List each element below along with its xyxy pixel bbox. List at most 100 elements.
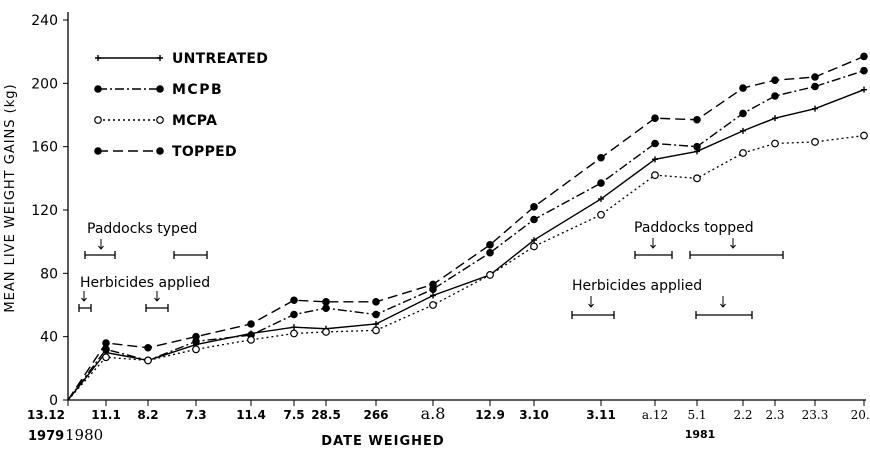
data-point-mcpb [486,248,494,257]
legend-marker [95,55,101,61]
series-layer [67,52,868,401]
x-axis-ticks: 13.12 11.1 8.2 7.3 11.4 7.5 28.5 266 a.8 12.9 3.10… [27,400,870,423]
legend-marker [157,55,163,61]
legend-entry-topped: TOPPED [94,144,237,160]
x-tick-label: 8.2 [137,408,158,422]
x-tick-label: 12.9 [475,408,505,422]
data-point-topped [144,343,152,352]
data-point-mcpa [322,328,330,336]
data-point-mcpa [693,174,701,183]
x-tick-label: 23.3 [802,408,829,422]
data-point-topped [597,153,605,162]
data-point-mcpb [290,310,298,319]
annotation-herbicides-applied-1: Herbicides applied [80,275,210,291]
annotation-paddocks-topped: Paddocks topped [634,220,754,236]
legend-label-mcpb: MCPB [172,82,223,98]
data-point-mcpa [247,335,255,344]
y-tick-label: 120 [31,203,58,219]
x-tick-label: 13.12 [27,408,65,422]
x-tick-label: 7.3 [185,408,206,422]
annotation-arrow [720,296,726,308]
axes [67,12,866,401]
series-untreated [67,86,867,401]
data-point-mcpb [811,82,819,91]
data-point-untreated [430,292,436,299]
legend-label-untreated: UNTREATED [172,51,268,67]
series-mcpb [67,66,868,401]
y-tick-label: 160 [31,140,58,156]
legend-marker [156,116,164,124]
series-line-mcpa [67,134,865,401]
data-point-mcpb [860,66,868,75]
data-point-mcpb [771,92,779,100]
data-point-mcpa [290,329,298,338]
data-point-untreated [861,86,867,93]
y-axis-ticks: 0 40 80 120 160 200 240 [31,13,68,409]
x-tick-label: a.8 [421,404,446,423]
y-tick-label: 0 [49,393,58,409]
data-point-mcpb [372,310,380,319]
range-bracket [634,251,673,259]
data-point-mcpa [860,131,868,140]
data-point-topped [192,332,200,341]
x-tick-label: a.12 [642,408,668,422]
annotation-arrow [650,238,656,249]
data-point-mcpb [693,142,701,151]
legend-marker [94,85,102,93]
data-point-topped [739,84,747,92]
range-bracket [78,304,92,312]
data-point-topped [429,280,437,289]
legend-entry-mcpb: MCPB [94,82,223,98]
range-bracket [173,251,208,259]
data-point-mcpa [597,210,605,219]
range-bracket [84,251,116,259]
year-label-1981: 1981 [685,428,716,441]
y-tick-label: 80 [40,266,58,282]
annotation-paddocks-typed: Paddocks typed [87,221,197,237]
legend-label-mcpa: MCPA [172,113,217,129]
x-axis-label: DATE WEIGHED [321,434,444,449]
data-point-mcpa [372,326,380,335]
data-point-untreated [531,237,537,244]
series-mcpa [67,131,868,401]
x-tick-label: 11.1 [91,408,121,422]
legend-marker [94,147,102,155]
data-point-topped [771,76,779,84]
data-point-topped [651,114,659,122]
x-tick-label: 7.5 [283,408,304,422]
series-line-topped [67,55,865,401]
data-point-topped [372,298,380,306]
range-bracket [571,311,615,319]
data-point-untreated [772,115,778,122]
data-point-mcpb [102,345,110,354]
data-point-mcpb [530,215,538,224]
x-tick-label: 266 [363,408,388,422]
legend-entry-untreated: UNTREATED [95,51,268,67]
series-line-mcpb [67,70,865,401]
x-tick-label: 20.4 [851,408,870,422]
annotation-arrow [98,239,104,250]
x-tick-label: 11.4 [236,408,266,422]
y-tick-label: 240 [31,13,58,29]
data-point-mcpb [739,109,747,118]
legend-entry-mcpa: MCPA [94,113,217,129]
data-point-mcpa [192,345,200,354]
data-point-topped [486,241,494,249]
data-point-topped [102,339,110,347]
x-tick-label: 2.2 [733,408,752,422]
x-tick-label: 5.1 [687,408,706,422]
data-point-untreated [373,321,379,327]
annotation-arrow [730,238,736,249]
data-point-mcpa [144,356,152,365]
y-tick-label: 200 [31,76,58,92]
data-point-mcpb [651,139,659,148]
data-point-topped [290,296,298,305]
year-label-1979: 1979 [28,429,64,444]
legend-label-topped: TOPPED [172,144,237,160]
annotations: Paddocks typed Herbicides applied Paddoc… [78,220,784,319]
data-point-mcpa [530,242,538,251]
series-line-untreated [67,89,865,401]
data-point-topped [693,115,701,124]
x-tick-label: 28.5 [311,408,341,422]
